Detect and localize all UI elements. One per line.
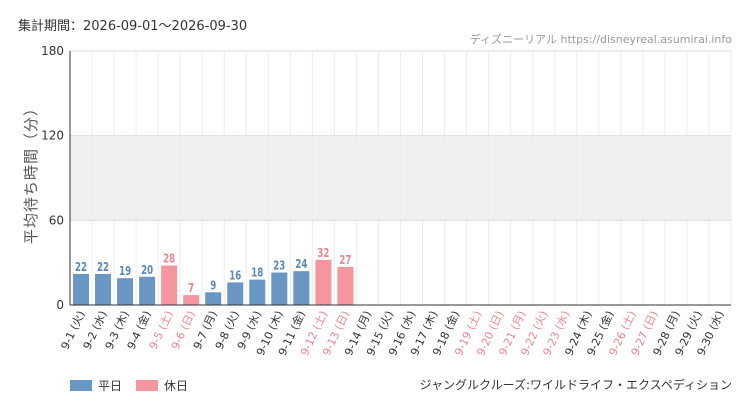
- bar-holiday: [183, 295, 200, 305]
- bar-holiday: [315, 259, 332, 305]
- bar-holiday: [161, 265, 178, 305]
- bar-value-label: 28: [163, 251, 175, 265]
- legend-item-weekday: 平日: [70, 377, 122, 394]
- bar-weekday: [73, 273, 90, 305]
- bar-value-label: 9: [210, 278, 216, 292]
- bar-weekday: [249, 279, 266, 305]
- bar-value-label: 22: [97, 260, 109, 274]
- bar-value-label: 27: [339, 253, 351, 267]
- bar-weekday: [293, 271, 310, 305]
- bar-weekday: [205, 292, 222, 305]
- bar-value-label: 22: [75, 260, 87, 274]
- legend-label-holiday: 休日: [164, 379, 189, 393]
- bar-weekday: [139, 276, 156, 305]
- legend-swatch-holiday: [136, 380, 159, 391]
- legend-swatch-weekday: [70, 380, 92, 391]
- bar-weekday: [227, 282, 244, 305]
- attraction-name: ジャングルクルーズ:ワイルドライフ・エクスペディション: [419, 378, 732, 392]
- bar-value-label: 24: [295, 257, 307, 271]
- bar-holiday: [337, 266, 354, 305]
- y-tick-label: 180: [41, 44, 64, 58]
- y-axis-label: 平均待ち時間（分）: [22, 100, 40, 244]
- y-tick-label: 120: [41, 129, 64, 143]
- site-watermark: ディズニーリアル https://disneyreal.asumirai.inf…: [469, 33, 732, 46]
- period-label: 集計期間：2026-09-01〜2026-09-30: [18, 19, 248, 34]
- bar-value-label: 23: [273, 259, 285, 273]
- bar-weekday: [95, 273, 112, 305]
- bar-value-label: 19: [119, 264, 131, 278]
- legend-label-weekday: 平日: [98, 379, 123, 393]
- chart-legend: 平日 休日: [70, 377, 202, 394]
- bar-weekday: [117, 278, 134, 305]
- y-tick-label: 60: [49, 213, 64, 227]
- bar-value-label: 20: [141, 263, 153, 277]
- y-tick-label: 0: [56, 298, 64, 312]
- bar-weekday: [271, 272, 288, 305]
- bar-value-label: 7: [188, 281, 194, 295]
- bar-value-label: 16: [229, 268, 241, 282]
- legend-item-holiday: 休日: [136, 377, 188, 394]
- bar-value-label: 32: [317, 246, 329, 260]
- bar-value-label: 18: [251, 266, 263, 280]
